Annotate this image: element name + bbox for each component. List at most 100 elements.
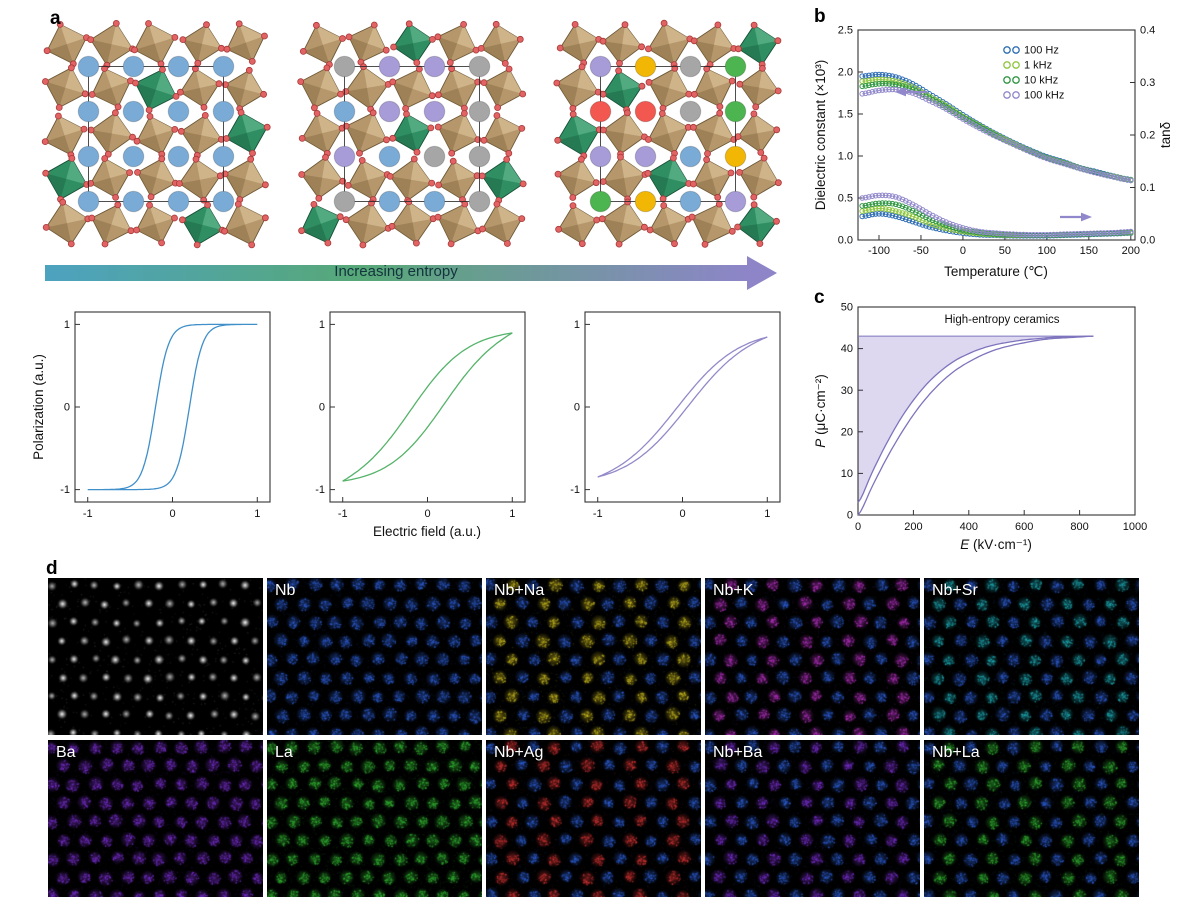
plot-frame — [857, 306, 1136, 516]
crystal-structure-low-entropy — [41, 20, 271, 249]
plot-frame — [74, 311, 271, 503]
stem-image — [48, 578, 263, 735]
map-cell: Ba — [48, 740, 263, 897]
svg-text:1: 1 — [254, 508, 260, 520]
map-label: Nb+K — [713, 582, 754, 599]
svg-text:0.2: 0.2 — [1140, 130, 1155, 142]
svg-text:0: 0 — [64, 402, 70, 414]
svg-text:100: 100 — [1038, 245, 1056, 257]
entropy-arrow-label: Increasing entropy — [334, 263, 458, 280]
svg-text:50: 50 — [841, 302, 853, 314]
svg-text:150: 150 — [1080, 245, 1098, 257]
svg-text:0.0: 0.0 — [838, 235, 853, 247]
map-label: Nb+Ba — [713, 744, 763, 761]
left-y-axis-label: Dielectric constant (×10³) — [813, 60, 828, 210]
crystal-structure-medium-entropy — [297, 20, 527, 249]
map-cell: Nb+Na — [486, 578, 701, 735]
map-cell — [48, 578, 263, 735]
svg-text:30: 30 — [841, 385, 853, 397]
axis-ticks: -1 0 1 -1 0 1 — [315, 319, 515, 520]
svg-text:20: 20 — [841, 426, 853, 438]
entropy-arrow-body — [45, 265, 747, 281]
eds-map-nb-sr — [924, 578, 1139, 735]
hysteresis-plot-medium-entropy: -1 0 1 -1 0 1 Electric field (a.u.) — [315, 311, 526, 539]
svg-text:-1: -1 — [315, 484, 325, 496]
svg-text:0: 0 — [169, 508, 175, 520]
panel-a-label: a — [50, 8, 61, 29]
map-cell: Nb+La — [924, 740, 1139, 897]
svg-text:0.3: 0.3 — [1140, 77, 1155, 89]
pe-loop-chart: 0 200 400 600 800 1000 0 10 20 30 40 50 High-entrop… — [813, 302, 1147, 552]
map-cell: Nb+Ag — [486, 740, 701, 897]
svg-text:800: 800 — [1070, 521, 1088, 533]
map-label: Nb+Na — [494, 582, 545, 599]
hysteresis-plot-low-entropy: -1 0 1 -1 0 1 Polarization (a.u.) — [31, 311, 271, 520]
loop-curve — [342, 332, 513, 482]
plot-frame — [584, 311, 781, 503]
loop-curves — [857, 335, 1094, 516]
svg-text:0: 0 — [847, 510, 853, 522]
svg-text:400: 400 — [960, 521, 978, 533]
plot-frame — [329, 311, 526, 503]
map-label: Ba — [56, 744, 76, 761]
svg-text:600: 600 — [1015, 521, 1033, 533]
svg-text:0: 0 — [960, 245, 966, 257]
eds-map-la — [267, 740, 482, 897]
y-axis-label: P (μC·cm⁻²) — [813, 374, 828, 447]
map-label: Nb+Sr — [932, 582, 978, 599]
svg-text:-1: -1 — [60, 484, 70, 496]
map-label: Nb — [275, 582, 296, 599]
svg-text:10: 10 — [841, 468, 853, 480]
map-label: Nb+La — [932, 744, 980, 761]
map-cell: La — [267, 740, 482, 897]
svg-text:0: 0 — [574, 402, 580, 414]
svg-text:50: 50 — [999, 245, 1011, 257]
svg-text:40: 40 — [841, 343, 853, 355]
axis-ticks: -1 0 1 -1 0 1 — [570, 319, 770, 520]
svg-text:0: 0 — [319, 402, 325, 414]
svg-text:1 kHz: 1 kHz — [1024, 60, 1052, 72]
crystal-structure-high-entropy — [553, 19, 782, 248]
svg-text:2.0: 2.0 — [838, 67, 853, 79]
eds-map-nb-na — [486, 578, 701, 735]
x-axis-label: Temperature (℃) — [944, 264, 1048, 279]
right-y-axis-label: tanδ — [1158, 122, 1173, 148]
map-cell: Nb+Sr — [924, 578, 1139, 735]
axis-ticks: -100 -50 0 50 100 150 2000.00.51.01.52.02.50.0… — [838, 25, 1156, 257]
svg-text:200: 200 — [1122, 245, 1140, 257]
axis-ticks: 0 200 400 600 800 1000 0 10 20 30 40 50 — [841, 302, 1147, 533]
svg-text:200: 200 — [904, 521, 922, 533]
axis-arrows — [895, 87, 1092, 222]
hysteresis-plot-high-entropy: -1 0 1 -1 0 1 — [570, 311, 781, 520]
svg-text:100 kHz: 100 kHz — [1024, 90, 1064, 102]
loop-curve — [597, 336, 768, 478]
svg-text:1: 1 — [319, 319, 325, 331]
svg-text:1: 1 — [509, 508, 515, 520]
legend: 100 Hz 1 kHz 10 kHz 100 kHz — [1003, 45, 1064, 102]
svg-text:100 Hz: 100 Hz — [1024, 45, 1059, 57]
eds-map-nb-la — [924, 740, 1139, 897]
svg-text:1.5: 1.5 — [838, 109, 853, 121]
energy-area — [858, 336, 1094, 503]
svg-text:0: 0 — [855, 521, 861, 533]
svg-text:0.5: 0.5 — [838, 193, 853, 205]
axis-ticks: -1 0 1 -1 0 1 — [60, 319, 260, 520]
x-axis-label: Electric field (a.u.) — [373, 524, 481, 539]
svg-text:-1: -1 — [83, 508, 93, 520]
svg-text:0: 0 — [424, 508, 430, 520]
eds-map-nb-ba — [705, 740, 920, 897]
eds-map-nb-ag — [486, 740, 701, 897]
map-label: La — [275, 744, 293, 761]
loop-curve — [87, 323, 258, 491]
svg-text:1: 1 — [574, 319, 580, 331]
entropy-arrow: Increasing entropy — [45, 256, 785, 290]
y-axis-label: Polarization (a.u.) — [31, 354, 46, 460]
svg-text:0: 0 — [679, 508, 685, 520]
map-cell: Nb — [267, 578, 482, 735]
svg-text:10 kHz: 10 kHz — [1024, 75, 1058, 87]
data-series — [859, 71, 1134, 239]
map-cell: Nb+K — [705, 578, 920, 735]
entropy-arrow-head-icon — [747, 256, 777, 290]
eds-map-nb — [267, 578, 482, 735]
